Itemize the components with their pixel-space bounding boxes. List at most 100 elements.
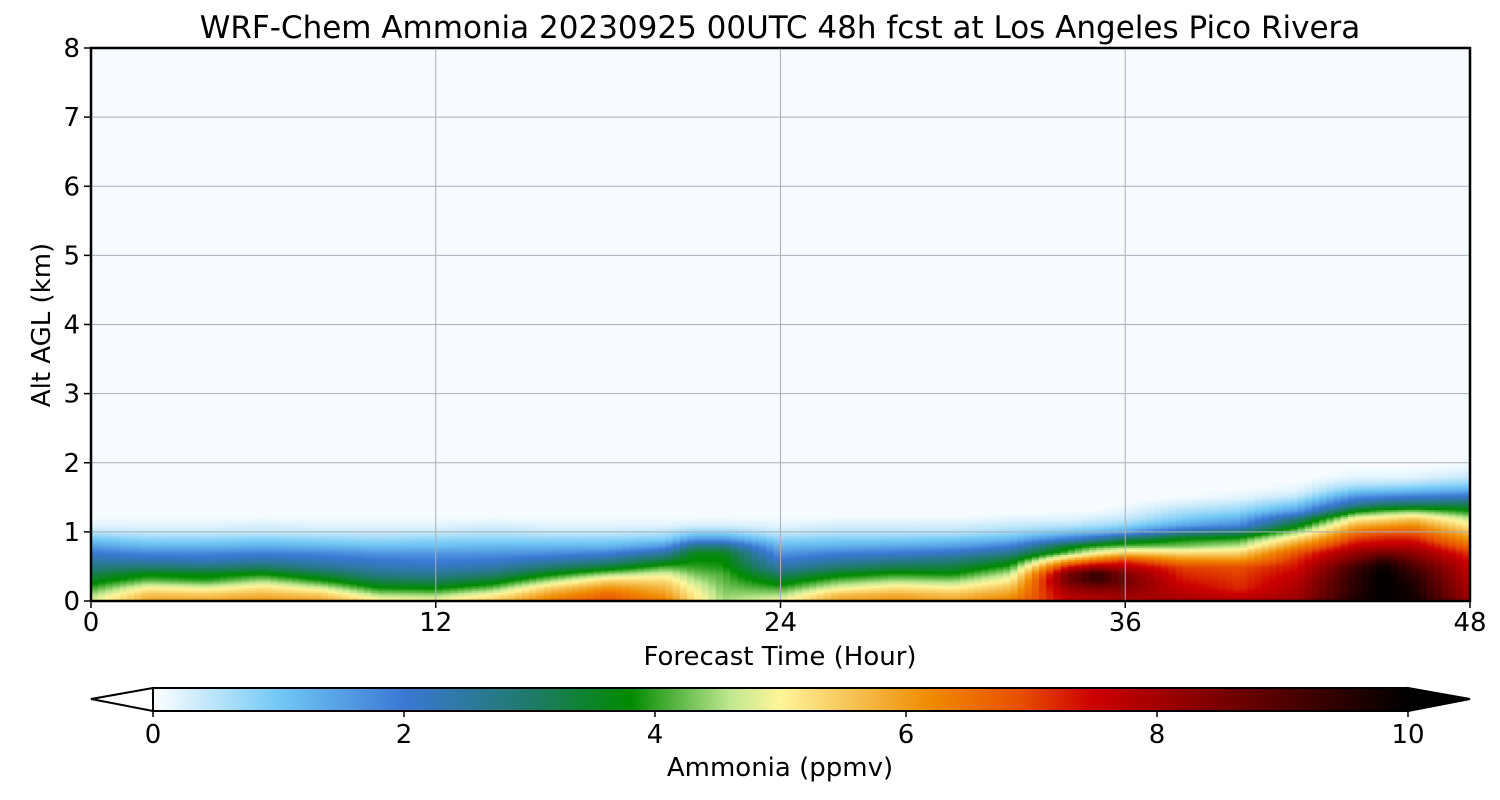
heatmap-cell [687, 518, 695, 521]
heatmap-cell [414, 547, 422, 550]
heatmap-cell [205, 575, 214, 578]
heatmap-cell [565, 568, 573, 571]
heatmap-cell [342, 518, 351, 521]
heatmap-cell [486, 514, 494, 517]
heatmap-cell [363, 573, 372, 576]
heatmap-cell [249, 538, 257, 542]
heatmap-cell [442, 535, 451, 538]
heatmap-cell [507, 581, 516, 585]
heatmap-cell [162, 531, 171, 535]
heatmap-cell [292, 576, 300, 580]
heatmap-cell [737, 537, 746, 540]
heatmap-cell [730, 590, 738, 593]
heatmap-cell [766, 578, 774, 581]
heatmap-cell [241, 571, 250, 574]
heatmap-cell [256, 523, 264, 526]
heatmap-cell [744, 537, 753, 540]
heatmap-cell [105, 531, 114, 535]
heatmap-cell [342, 585, 351, 588]
heatmap-cell [651, 530, 659, 533]
heatmap-cell [363, 575, 372, 578]
heatmap-cell [385, 514, 394, 517]
heatmap-cell [543, 587, 552, 590]
heatmap-cell [694, 514, 703, 517]
heatmap-cell [521, 540, 530, 543]
heatmap-cell [629, 585, 638, 588]
heatmap-cell [435, 530, 444, 533]
heatmap-cell [249, 592, 257, 595]
heatmap-cell [105, 583, 114, 587]
heatmap-cell [198, 538, 207, 542]
heatmap-cell [277, 564, 286, 568]
heatmap-cell [270, 585, 279, 588]
heatmap-cell [758, 562, 767, 566]
heatmap-cell [213, 523, 221, 526]
heatmap-cell [744, 585, 753, 588]
heatmap-cell [658, 537, 667, 540]
heatmap-cell [442, 528, 451, 531]
heatmap-cell [328, 542, 336, 545]
heatmap-cell [701, 530, 710, 533]
heatmap-cell [679, 528, 688, 531]
heatmap-cell [220, 537, 229, 540]
heatmap-cell [715, 568, 724, 571]
heatmap-cell [141, 569, 150, 573]
heatmap-cell [392, 575, 401, 578]
heatmap-cell [500, 550, 509, 554]
heatmap-cell [644, 594, 652, 597]
heatmap-cell [270, 569, 279, 573]
heatmap-cell [320, 587, 329, 590]
heatmap-cell [600, 590, 609, 593]
heatmap-cell [184, 519, 193, 523]
heatmap-cell [234, 588, 243, 592]
heatmap-cell [723, 547, 731, 550]
heatmap-cell [392, 571, 401, 574]
heatmap-cell [665, 547, 674, 550]
heatmap-cell [730, 571, 738, 574]
heatmap-cell [658, 562, 667, 566]
heatmap-cell [234, 583, 243, 587]
heatmap-cell [234, 556, 243, 559]
heatmap-cell [514, 524, 523, 528]
heatmap-cell [112, 561, 121, 564]
heatmap-cell [284, 595, 293, 599]
heatmap-cell [349, 521, 358, 524]
heatmap-cell [442, 530, 451, 533]
heatmap-cell [284, 559, 293, 562]
heatmap-cell [270, 545, 279, 549]
heatmap-cell [629, 557, 638, 561]
heatmap-cell [679, 523, 688, 526]
heatmap-cell [407, 514, 415, 517]
heatmap-cell [414, 535, 422, 538]
heatmap-cell [306, 576, 315, 580]
heatmap-cell [270, 556, 279, 559]
heatmap-cell [471, 566, 480, 569]
heatmap-cell [636, 514, 645, 517]
heatmap-cell [579, 564, 588, 568]
heatmap-cell [371, 552, 379, 555]
heatmap-cell [407, 583, 415, 587]
heatmap-cell [486, 535, 494, 538]
heatmap-cell [263, 543, 272, 547]
heatmap-cell [450, 552, 458, 555]
heatmap-cell [170, 571, 178, 574]
heatmap-cell [694, 580, 703, 583]
heatmap-cell [672, 557, 681, 561]
heatmap-cell [119, 523, 128, 526]
heatmap-cell [507, 566, 516, 569]
heatmap-cell [292, 594, 300, 597]
heatmap-cell [780, 531, 789, 535]
heatmap-cell [170, 549, 178, 552]
heatmap-cell [543, 554, 552, 557]
heatmap-cell [557, 524, 566, 528]
heatmap-cell [672, 528, 681, 531]
heatmap-cell [342, 557, 351, 561]
heatmap-cell [486, 568, 494, 571]
heatmap-cell [270, 521, 279, 524]
heatmap-cell [392, 561, 401, 564]
heatmap-cell [234, 564, 243, 568]
heatmap-cell [687, 531, 695, 535]
heatmap-cell [766, 559, 774, 562]
heatmap-cell [550, 592, 559, 595]
heatmap-cell [284, 549, 293, 552]
